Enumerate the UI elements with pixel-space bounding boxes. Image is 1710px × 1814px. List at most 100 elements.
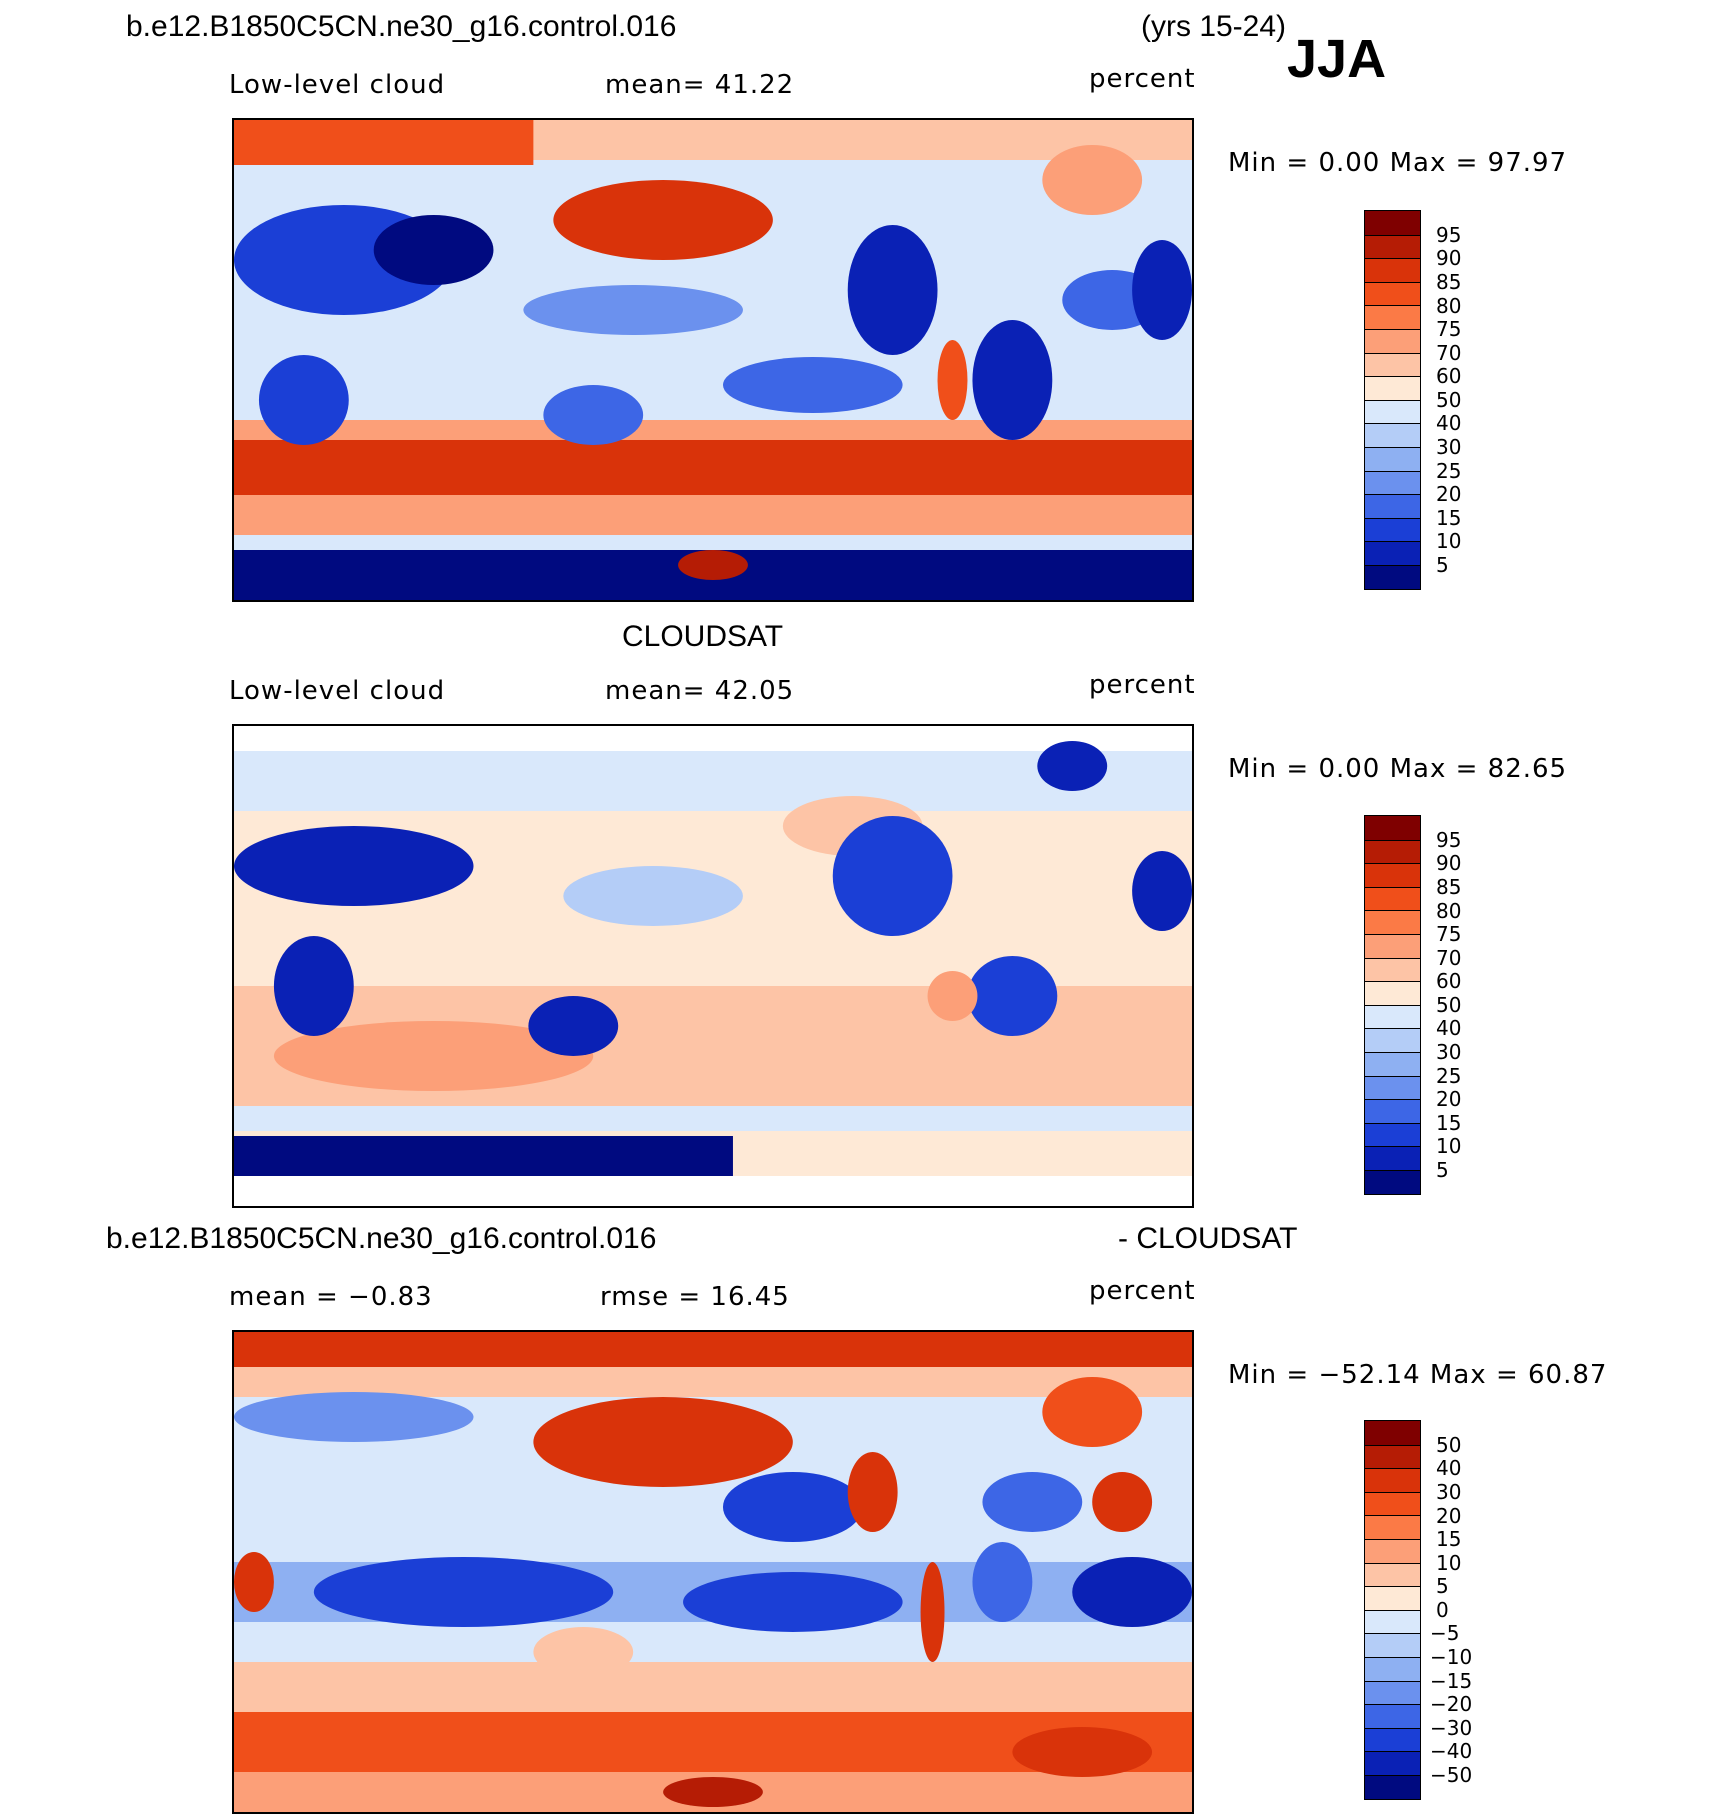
swatch [1365, 886, 1420, 911]
panel2-cbar-label: 25 [1436, 1064, 1462, 1088]
swatch [1365, 211, 1420, 235]
panel1-cbar-label: 30 [1436, 435, 1462, 459]
swatch [1365, 1775, 1420, 1799]
swatch [1365, 1444, 1420, 1469]
panel2-cbar-label: 90 [1436, 851, 1462, 875]
swatch [1365, 1170, 1420, 1194]
swatch [1365, 1515, 1420, 1540]
swatch [1365, 1052, 1420, 1076]
swatch [1365, 494, 1420, 519]
swatch [1365, 1657, 1420, 1681]
swatch [1365, 1609, 1420, 1634]
panel2-units-label: percent [1089, 670, 1196, 700]
panel3-cbar-label: −20 [1430, 1692, 1473, 1716]
panel2-map-field [234, 726, 1192, 1206]
panel3-cbar-label: −40 [1430, 1739, 1473, 1763]
panel3-cbar-label: −50 [1430, 1763, 1473, 1787]
panel3-title-right: - CLOUDSAT [1118, 1222, 1298, 1255]
panel3-cbar-label: 5 [1436, 1574, 1449, 1598]
panel2-variable-label: Low-level cloud [229, 676, 446, 706]
panel2-cbar-label: 85 [1436, 875, 1462, 899]
panel1-cbar-label: 60 [1436, 364, 1462, 388]
swatch [1365, 1468, 1420, 1493]
panel1-cbar-label: 95 [1436, 223, 1462, 247]
panel1-cbar-label: 25 [1436, 459, 1462, 483]
panel1-cbar-label: 50 [1436, 388, 1462, 412]
panel1-cbar-label: 20 [1436, 482, 1462, 506]
panel1-variable-label: Low-level cloud [229, 70, 446, 100]
panel1-cbar-label: 5 [1436, 553, 1449, 577]
panel3-cbar-label: 50 [1436, 1433, 1462, 1457]
swatch [1365, 1004, 1420, 1029]
panel2-cbar-label: 10 [1436, 1134, 1462, 1158]
panel1-colorbar [1364, 210, 1421, 590]
panel3-cbar-label: 20 [1436, 1504, 1462, 1528]
years-label: (yrs 15-24) [1141, 10, 1287, 43]
swatch [1365, 957, 1420, 982]
swatch [1365, 565, 1420, 589]
panel2-map [232, 724, 1194, 1208]
panel1-map-field [234, 120, 1192, 600]
swatch [1365, 1751, 1420, 1776]
swatch [1365, 1727, 1420, 1752]
panel2-cbar-label: 20 [1436, 1087, 1462, 1111]
swatch [1365, 352, 1420, 377]
panel3-minmax: Min = −52.14 Max = 60.87 [1228, 1360, 1608, 1390]
panel1-cbar-label: 85 [1436, 270, 1462, 294]
swatch [1365, 1586, 1420, 1611]
swatch [1365, 1099, 1420, 1124]
panel2-cbar-label: 15 [1436, 1111, 1462, 1135]
panel1-units-label: percent [1089, 64, 1196, 94]
swatch [1365, 934, 1420, 958]
panel1-cbar-label: 90 [1436, 246, 1462, 270]
panel2-cbar-label: 60 [1436, 969, 1462, 993]
swatch [1365, 1146, 1420, 1171]
swatch [1365, 1028, 1420, 1053]
panel3-title-left: b.e12.B1850C5CN.ne30_g16.control.016 [106, 1222, 657, 1255]
panel3-cbar-label: 30 [1436, 1480, 1462, 1504]
swatch [1365, 863, 1420, 888]
panel2-cbar-label: 40 [1436, 1016, 1462, 1040]
panel3-map-field [234, 1332, 1192, 1812]
panel3-cbar-label: 10 [1436, 1551, 1462, 1575]
panel1-minmax: Min = 0.00 Max = 97.97 [1228, 148, 1568, 178]
panel1-cbar-label: 40 [1436, 411, 1462, 435]
panel1-cbar-label: 10 [1436, 529, 1462, 553]
panel2-cbar-label: 30 [1436, 1040, 1462, 1064]
swatch [1365, 1491, 1420, 1516]
panel3-cbar-label: −10 [1430, 1645, 1473, 1669]
panel3-units-label: percent [1089, 1276, 1196, 1306]
panel1-cbar-label: 75 [1436, 317, 1462, 341]
panel3-cbar-label: 0 [1436, 1598, 1449, 1622]
swatch [1365, 1633, 1420, 1658]
panel2-cbar-label: 5 [1436, 1158, 1449, 1182]
swatch [1365, 281, 1420, 306]
swatch [1365, 423, 1420, 448]
swatch [1365, 1704, 1420, 1729]
panel2-cbar-label: 75 [1436, 922, 1462, 946]
swatch [1365, 399, 1420, 424]
panel3-cbar-label: −5 [1430, 1621, 1460, 1645]
panel1-mean-label: mean= 41.22 [605, 70, 795, 100]
swatch [1365, 470, 1420, 495]
swatch [1365, 1562, 1420, 1587]
panel2-cbar-label: 70 [1436, 946, 1462, 970]
panel1-cbar-label: 70 [1436, 341, 1462, 365]
swatch [1365, 1539, 1420, 1563]
panel2-cbar-label: 50 [1436, 993, 1462, 1017]
panel3-map [232, 1330, 1194, 1814]
swatch [1365, 910, 1420, 935]
swatch [1365, 541, 1420, 566]
swatch [1365, 234, 1420, 259]
swatch [1365, 1075, 1420, 1100]
swatch [1365, 816, 1420, 840]
panel2-colorbar [1364, 815, 1421, 1195]
swatch [1365, 329, 1420, 353]
swatch [1365, 981, 1420, 1006]
panel2-title: CLOUDSAT [622, 620, 784, 653]
swatch [1365, 258, 1420, 283]
swatch [1365, 1680, 1420, 1705]
panel3-rmse-label: rmse = 16.45 [600, 1282, 790, 1312]
panel2-cbar-label: 95 [1436, 828, 1462, 852]
swatch [1365, 1421, 1420, 1445]
